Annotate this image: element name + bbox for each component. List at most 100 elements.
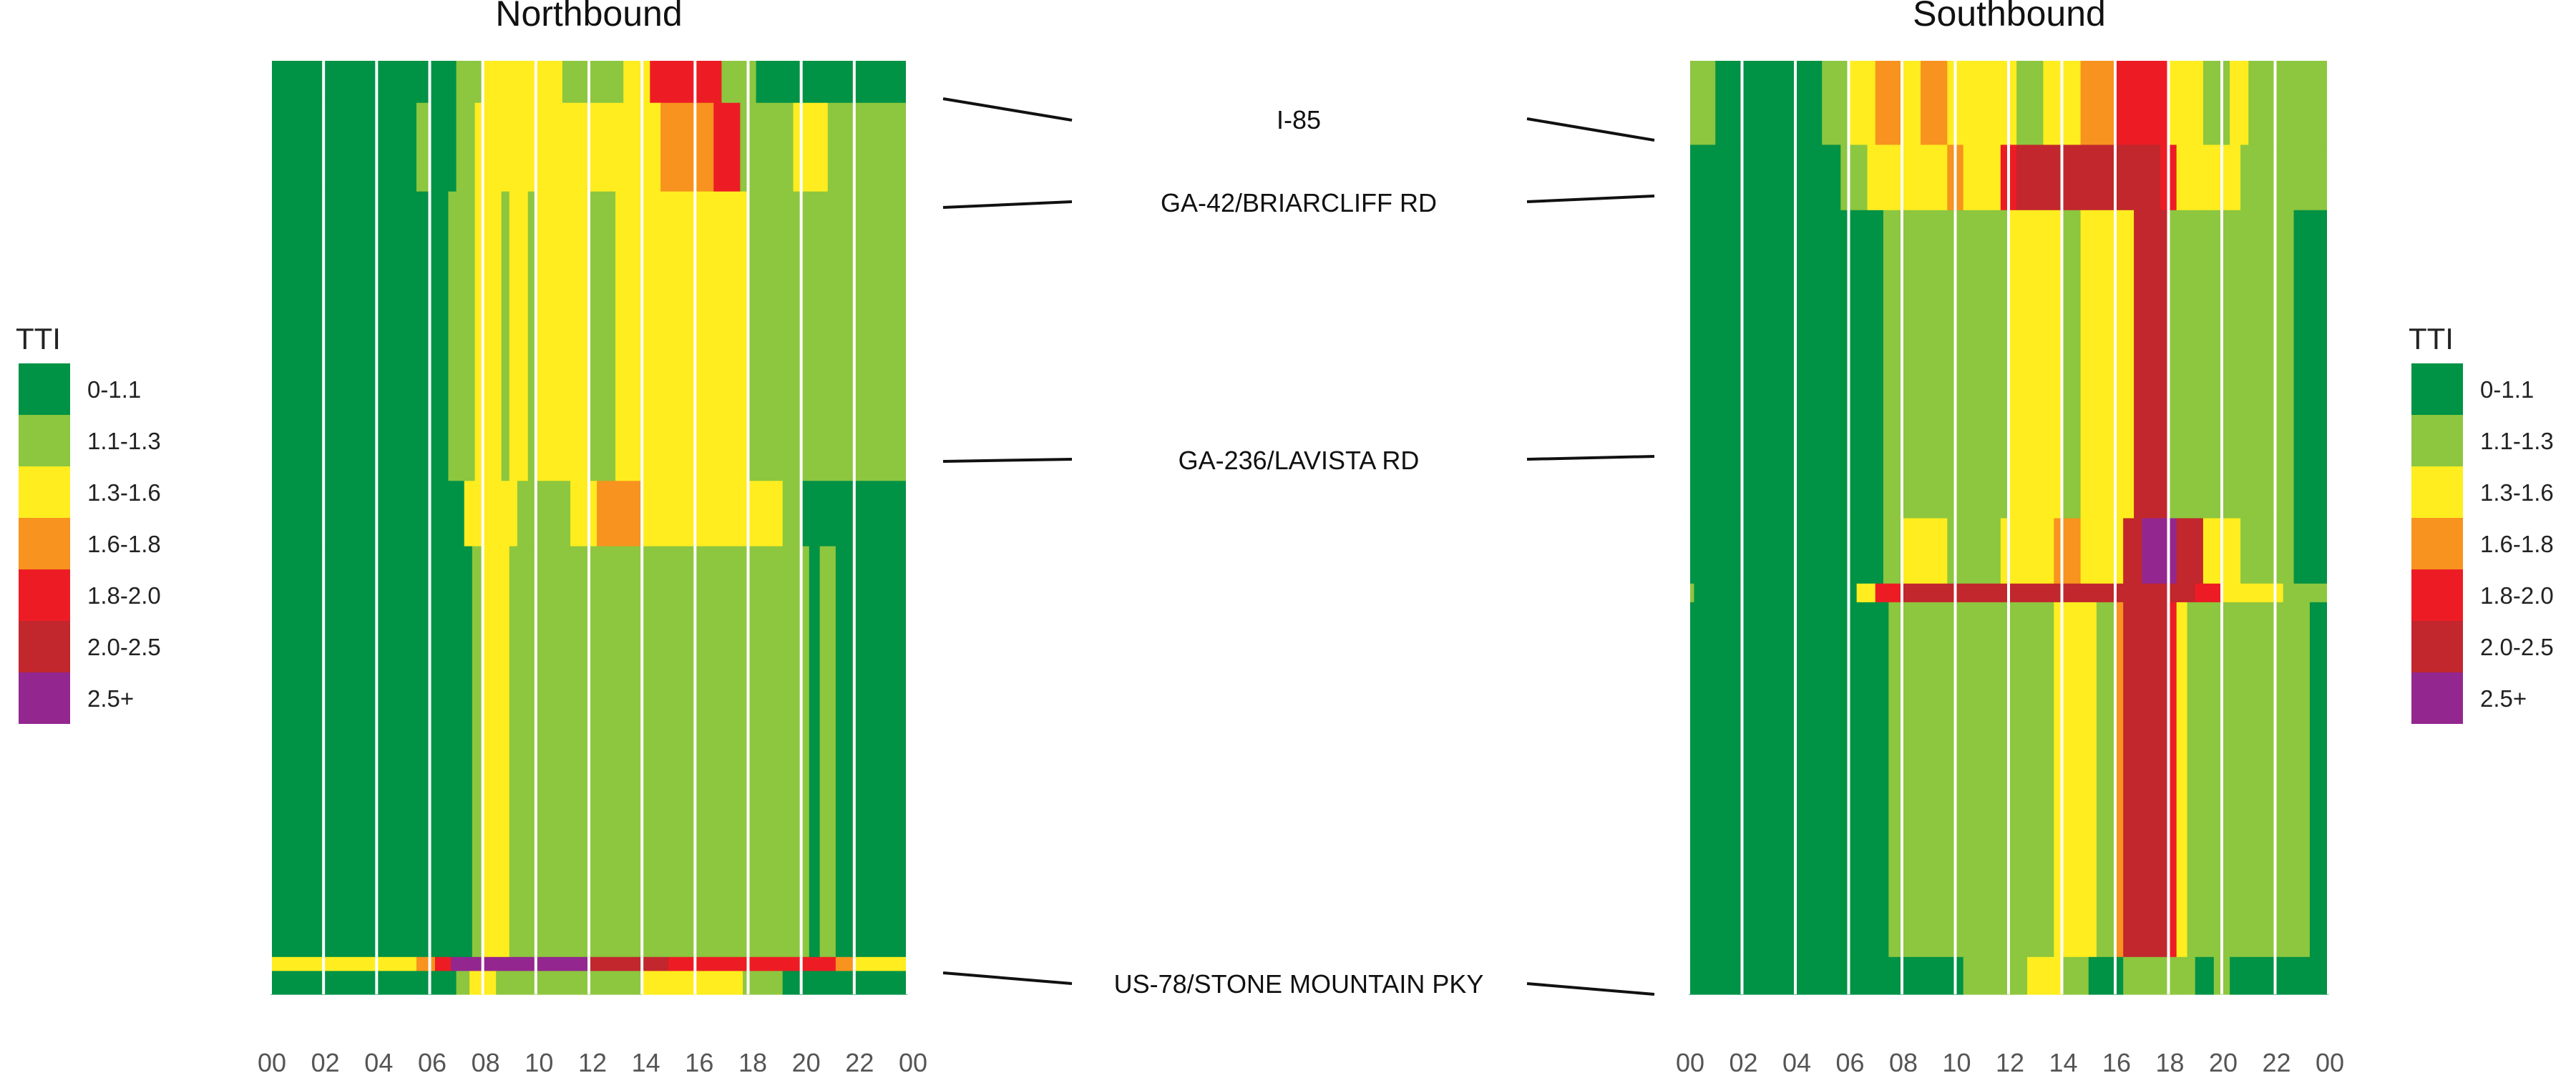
x-tick-label: 08 [472, 1048, 500, 1073]
heat-cell-1-0-8 [2016, 61, 2044, 146]
heat-cell-1-2-2 [2009, 210, 2063, 519]
heat-cell-0-5-2 [434, 956, 452, 971]
legend-label: 1.1-1.3 [87, 428, 161, 454]
heat-cell-0-6-1 [456, 971, 470, 995]
heat-cell-1-0-1 [1715, 61, 1823, 146]
heat-cell-0-0-6 [721, 61, 757, 104]
legend-title: TTI [2409, 322, 2454, 356]
heat-cell-0-2-1 [448, 191, 476, 481]
heat-cell-0-3-6 [782, 481, 802, 547]
northbound-title: Northbound [495, 0, 682, 34]
road-label-us78: US-78/STONE MOUNTAIN PKY [1114, 969, 1484, 999]
heat-cell-1-1-1 [1840, 144, 1868, 211]
legend-swatch [2411, 466, 2463, 518]
legend-label: 0-1.1 [2480, 376, 2534, 403]
legend-swatch [2411, 518, 2463, 569]
heat-cell-1-0-0 [1689, 61, 1716, 146]
heat-cell-0-2-9 [748, 191, 776, 481]
road-label-i85: I-85 [1277, 105, 1321, 134]
connector-i85-left [942, 97, 1073, 122]
x-tick-label: 18 [2155, 1048, 2184, 1073]
x-tick-label: 00 [2316, 1048, 2344, 1073]
heat-cell-1-2-7 [2202, 210, 2295, 519]
legend-label: 1.3-1.6 [87, 479, 161, 506]
heat-cell-1-5-2 [2054, 602, 2082, 958]
x-tick-label: 22 [845, 1048, 874, 1073]
heat-cell-0-4-6 [835, 546, 908, 958]
connector-i85-right [1526, 117, 1655, 142]
southbound-heatmap [1687, 61, 2330, 995]
x-tick-label: 12 [1996, 1048, 2024, 1073]
heat-cell-1-5-5 [2115, 602, 2124, 958]
heat-cell-1-4-1 [1694, 583, 1858, 603]
legend-swatch [2411, 621, 2463, 672]
heat-cell-0-6-3 [496, 971, 643, 995]
road-label-ga42: GA-42/BRIARCLIFF RD [1161, 188, 1437, 217]
x-tick-label: 20 [792, 1048, 821, 1073]
x-tick-label: 00 [258, 1048, 286, 1073]
heat-cell-0-5-6 [835, 956, 855, 971]
heat-cell-0-2-10 [774, 191, 908, 481]
x-tick-label: 20 [2209, 1048, 2238, 1073]
legend-label: 1.8-2.0 [87, 582, 161, 609]
heat-cell-1-0-6 [1921, 61, 1948, 146]
heat-cell-0-5-7 [854, 956, 908, 971]
heat-cell-1-0-13 [2202, 61, 2230, 146]
heat-cell-1-5-0 [1689, 602, 1889, 958]
legend-swatch [2411, 569, 2463, 621]
heat-cell-0-0-1 [456, 61, 484, 104]
x-tick-label: 14 [2049, 1048, 2077, 1073]
x-tick-label: 16 [685, 1048, 713, 1073]
heat-cell-1-0-10 [2080, 61, 2116, 146]
connector-ga236-left [942, 458, 1073, 463]
southbound-x-ticks: 00 02 04 06 08 10 12 14 16 18 20 22 00 [1676, 1048, 2344, 1073]
heat-cell-0-4-5 [819, 546, 836, 958]
heat-cell-1-3-12 [2293, 518, 2329, 584]
heat-cell-0-0-4 [623, 61, 650, 104]
legend-swatch [19, 518, 70, 569]
tti-legend-right: TTI 0-1.1 1.1-1.3 1.3-1.6 1.6-1.8 1.8-2.0 2.0-… [2409, 322, 2554, 724]
heat-cell-0-3-4 [597, 481, 643, 547]
connector-us78-left [942, 971, 1073, 985]
heat-cell-1-4-2 [1856, 583, 1876, 603]
heat-cell-0-3-1 [464, 481, 518, 547]
x-tick-label: 14 [632, 1048, 660, 1073]
heat-cell-0-0-5 [650, 61, 723, 104]
heat-cell-0-2-2 [474, 191, 502, 481]
heat-cell-0-1-1 [416, 102, 431, 192]
heat-cell-1-4-6 [2195, 583, 2223, 603]
heat-cell-1-4-5 [2009, 583, 2196, 603]
heat-cell-1-1-0 [1689, 144, 1841, 211]
heat-cell-1-6-9 [2230, 956, 2329, 995]
legend-swatch [19, 363, 70, 415]
x-tick-label: 10 [1942, 1048, 1971, 1073]
heat-cell-0-5-3 [451, 956, 590, 971]
legend-swatch [19, 466, 70, 518]
heat-cell-1-2-4 [2080, 210, 2135, 519]
heat-cell-0-4-2 [482, 546, 510, 958]
legend-swatch [19, 415, 70, 466]
legend-label: 1.1-1.3 [2480, 428, 2554, 454]
heat-cell-0-5-0 [270, 956, 417, 971]
x-tick-label: 22 [2262, 1048, 2290, 1073]
heat-cell-1-6-7 [2195, 956, 2215, 995]
heat-cell-0-1-8 [793, 102, 829, 192]
heat-cell-1-3-6 [2080, 518, 2124, 584]
heat-cell-1-0-2 [1822, 61, 1850, 146]
heat-cell-1-5-9 [2187, 602, 2311, 958]
heat-cell-0-3-0 [270, 481, 465, 547]
heat-cell-0-4-1 [472, 546, 484, 958]
heat-cell-1-1-10 [2240, 144, 2329, 211]
heat-cell-1-1-4 [1963, 144, 2001, 211]
heat-cell-1-6-0 [1689, 956, 1964, 995]
heat-cell-0-4-4 [809, 546, 821, 958]
heat-cell-1-2-1 [1883, 210, 2009, 519]
heat-cell-1-0-12 [2168, 61, 2204, 146]
heat-cell-1-6-4 [2088, 956, 2124, 995]
heat-cell-1-5-4 [2096, 602, 2116, 958]
heat-cell-0-1-6 [713, 102, 741, 192]
x-tick-label: 04 [364, 1048, 393, 1073]
legend-swatch [19, 672, 70, 724]
heat-cell-0-3-2 [517, 481, 571, 547]
